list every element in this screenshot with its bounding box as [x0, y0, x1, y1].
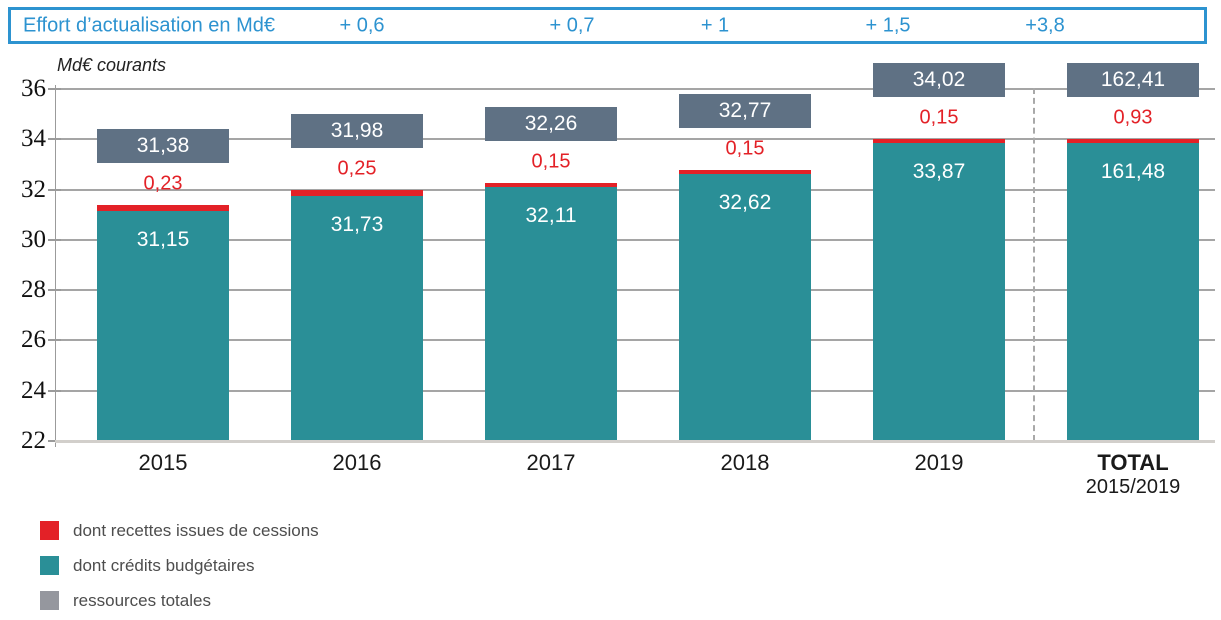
xtick-main-2018: 2018 [720, 450, 770, 475]
ytick-mark-32 [48, 188, 61, 191]
value-label-credits-2016: 31,73 [330, 213, 384, 237]
ytick-label-36: 36 [21, 75, 46, 102]
bar-2016-recettes-cessions [291, 190, 423, 197]
ytick-label-24: 24 [21, 376, 46, 404]
y-axis-line [55, 85, 56, 447]
xtick-label-total: TOTAL 2015/2019 [1086, 450, 1181, 500]
value-label-cessions-total: 0,93 [1113, 106, 1153, 129]
legend-swatch-icon-0 [40, 521, 59, 540]
gridline-28 [55, 289, 1215, 292]
value-label-cessions-2019: 0,15 [919, 106, 959, 129]
total-separator-dashed-line [1033, 88, 1035, 441]
ressources-totales-box-2019 [873, 62, 1005, 97]
value-label-credits-2018: 32,62 [718, 190, 772, 214]
bar-2019-recettes-cessions [873, 138, 1005, 143]
ytick-label-28: 28 [21, 276, 46, 304]
gridline-36 [55, 88, 1215, 90]
value-label-credits-2015: 31,15 [136, 227, 190, 251]
value-label-ressources-2019: 34,02 [912, 67, 966, 91]
ytick-label-32: 32 [21, 175, 46, 203]
value-label-cessions-2017: 0,15 [531, 150, 571, 173]
ytick-label-22: 22 [21, 427, 46, 454]
legend-label-1: dont crédits budgétaires [73, 555, 255, 575]
value-label-ressources-2016: 31,98 [330, 119, 384, 143]
bar-2017-credits-budgetaires [485, 186, 617, 441]
value-label-cessions-2015: 0,23 [143, 172, 183, 195]
effort-value-2019: + 1,5 [865, 14, 911, 36]
ressources-totales-box-2016 [291, 114, 423, 149]
bar-2018-recettes-cessions [679, 170, 811, 174]
ytick-mark-36 [48, 88, 61, 90]
gridline-26 [55, 339, 1215, 342]
bar-2015-recettes-cessions [97, 205, 229, 211]
gridline-24 [55, 389, 1215, 392]
effort-value-2016: + 0,6 [339, 14, 385, 36]
ressources-totales-box-2015 [97, 129, 229, 164]
gridline-30 [55, 238, 1215, 241]
value-label-cessions-2018: 0,15 [725, 137, 765, 160]
value-label-ressources-2015: 31,38 [136, 134, 190, 158]
ressources-totales-box-total [1067, 62, 1199, 97]
bar-2019-credits-budgetaires [873, 142, 1005, 441]
xtick-label-2015: 2015 [139, 450, 188, 475]
value-label-credits-2019: 33,87 [912, 159, 966, 183]
value-label-credits-total: 161,48 [1100, 159, 1166, 183]
effort-banner: Effort d’actualisation en Md€ + 0,6 + 0,… [8, 7, 1207, 44]
legend: dont recettes issues de cessions dont cré… [40, 521, 440, 620]
legend-item-1: dont crédits budgétaires [40, 556, 440, 575]
value-label-credits-2017: 32,11 [525, 203, 577, 227]
legend-item-2: ressources totales [40, 591, 440, 610]
legend-label-2: ressources totales [73, 590, 211, 610]
bar-2016-credits-budgetaires [291, 196, 423, 441]
xtick-main-total: TOTAL [1097, 450, 1169, 475]
ytick-label-30: 30 [21, 225, 46, 253]
value-label-ressources-2017: 32,26 [524, 112, 578, 136]
x-axis-line [55, 440, 1215, 443]
gridline-34 [55, 138, 1215, 141]
ytick-label-26: 26 [21, 326, 46, 354]
bar-2017-recettes-cessions [485, 183, 617, 187]
effort-value-2017: + 0,7 [549, 14, 595, 36]
effort-value-2018: + 1 [700, 14, 730, 36]
legend-swatch-icon-2 [40, 591, 59, 610]
xtick-main-2016: 2016 [332, 450, 382, 475]
bar-total-credits-budgetaires [1067, 142, 1199, 441]
gridline-32 [55, 188, 1215, 191]
ressources-totales-box-2017 [485, 107, 617, 142]
xtick-label-2017: 2017 [527, 450, 576, 475]
bar-2015-credits-budgetaires [97, 210, 229, 441]
xtick-label-2016: 2016 [333, 450, 382, 475]
xtick-main-2015: 2015 [138, 450, 188, 475]
ytick-mark-24 [48, 389, 61, 392]
ytick-label-34: 34 [21, 125, 46, 153]
effort-value-total: +3,8 [1025, 14, 1065, 36]
xtick-main-2019: 2019 [914, 450, 964, 475]
value-label-cessions-2016: 0,25 [337, 157, 377, 180]
xtick-sub-total: 2015/2019 [1085, 476, 1181, 498]
y-axis-unit-label: Md€ courants [57, 55, 167, 75]
legend-label-0: dont recettes issues de cessions [73, 520, 319, 540]
xtick-label-2018: 2018 [721, 450, 770, 475]
ytick-mark-26 [48, 339, 61, 342]
bar-2018-credits-budgetaires [679, 173, 811, 441]
ytick-mark-34 [48, 138, 61, 141]
value-label-ressources-2018: 32,77 [718, 99, 772, 123]
xtick-main-2017: 2017 [526, 450, 576, 475]
value-label-ressources-total: 162,41 [1100, 67, 1166, 91]
xtick-label-2019: 2019 [915, 450, 964, 475]
bar-total-recettes-cessions [1067, 138, 1199, 143]
ytick-mark-28 [48, 289, 61, 292]
ytick-mark-22 [48, 440, 61, 442]
effort-banner-label: Effort d’actualisation en Md€ [23, 14, 276, 36]
legend-swatch-icon-1 [40, 556, 59, 575]
ytick-mark-30 [48, 238, 61, 241]
ressources-totales-box-2018 [679, 94, 811, 129]
legend-item-0: dont recettes issues de cessions [40, 521, 440, 540]
